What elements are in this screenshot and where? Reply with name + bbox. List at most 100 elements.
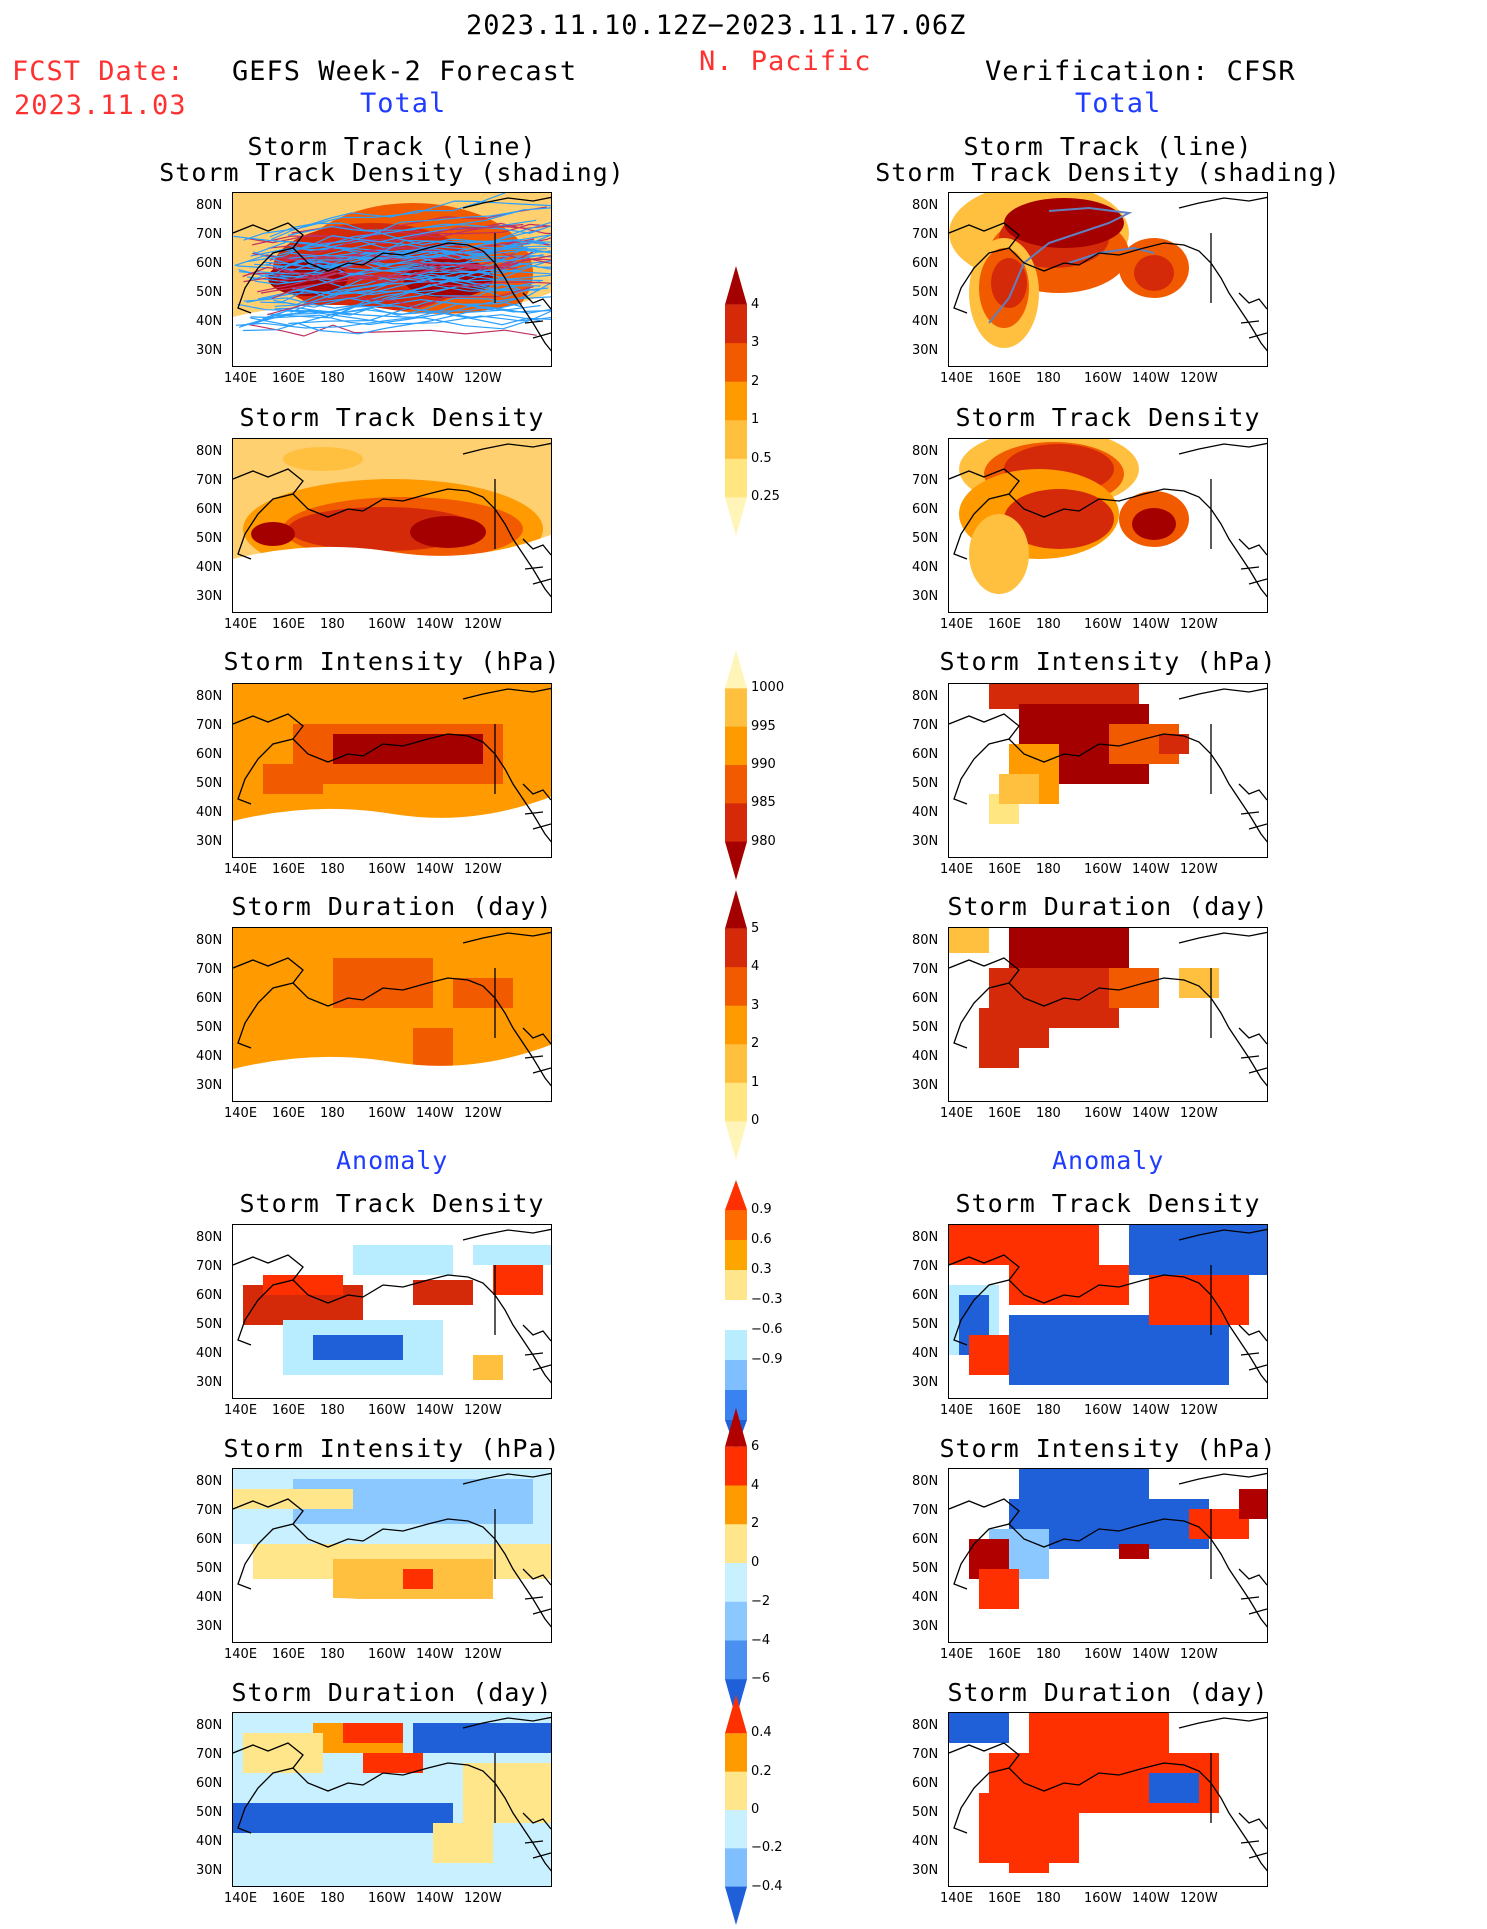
lat-tick-label: 30N	[196, 589, 223, 604]
lon-tick-label: 160W	[1084, 1647, 1122, 1662]
lon-tick-label: 160W	[1084, 1106, 1122, 1121]
lon-tick-label: 180	[320, 1106, 345, 1121]
lat-tick-label: 40N	[912, 1834, 939, 1849]
lon-tick-label: 140E	[940, 1647, 974, 1662]
lon-tick-label: 140W	[1132, 1891, 1170, 1906]
anomaly-left-label: Anomaly	[336, 1146, 449, 1175]
left-duration-anomaly-map	[232, 1712, 552, 1887]
lat-tick-label: 70N	[912, 718, 939, 733]
lat-tick-label: 50N	[196, 1561, 223, 1576]
lat-tick-label: 50N	[912, 285, 939, 300]
lon-tick-label: 160W	[368, 1106, 406, 1121]
colorbar-tick-label: 2	[751, 1036, 760, 1052]
lon-tick-label: 160E	[988, 371, 1022, 386]
lat-tick-label: 40N	[196, 1346, 223, 1361]
lat-tick-label: 80N	[196, 444, 223, 459]
lon-tick-label: 160E	[988, 1647, 1022, 1662]
lat-tick-label: 60N	[912, 1288, 939, 1303]
lon-tick-label: 180	[1036, 371, 1061, 386]
left-intensity-anomaly-map	[232, 1468, 552, 1643]
lat-tick-label: 40N	[196, 1590, 223, 1605]
lat-tick-label: 80N	[912, 1230, 939, 1245]
lat-tick-label: 30N	[196, 834, 223, 849]
colorbar-tick-label: 2	[751, 373, 760, 389]
colorbar-tick-label: 4	[751, 1477, 760, 1493]
lon-tick-label: 120W	[464, 1106, 502, 1121]
lat-tick-label: 70N	[912, 1259, 939, 1274]
lon-tick-label: 140E	[224, 1106, 258, 1121]
lon-tick-label: 120W	[1180, 1106, 1218, 1121]
lat-tick-label: 50N	[912, 776, 939, 791]
left-storm-track-map	[232, 192, 552, 367]
lon-tick-label: 140E	[940, 1403, 974, 1418]
right-storm-track-map	[948, 192, 1268, 367]
lat-tick-label: 60N	[196, 1532, 223, 1547]
colorbar-tick-label: −4	[751, 1632, 771, 1648]
lat-tick-label: 70N	[196, 1259, 223, 1274]
lat-tick-label: 70N	[196, 1747, 223, 1762]
colorbar-tick-label: 0.6	[751, 1232, 772, 1247]
lon-tick-label: 160W	[368, 1891, 406, 1906]
lon-tick-label: 160W	[1084, 862, 1122, 877]
lon-tick-label: 160E	[272, 617, 306, 632]
lon-tick-label: 140W	[416, 862, 454, 877]
lat-tick-label: 80N	[912, 933, 939, 948]
lon-tick-label: 140W	[416, 1891, 454, 1906]
lat-tick-label: 50N	[912, 1317, 939, 1332]
lat-tick-label: 80N	[912, 1718, 939, 1733]
left-density-title: Storm Track Density	[239, 403, 545, 432]
lat-tick-label: 30N	[196, 343, 223, 358]
lat-tick-label: 70N	[912, 473, 939, 488]
anomaly-right-label: Anomaly	[1052, 1146, 1165, 1175]
right-density-anomaly-map	[948, 1224, 1268, 1399]
lon-tick-label: 160E	[988, 1106, 1022, 1121]
lat-tick-label: 60N	[912, 747, 939, 762]
lon-tick-label: 120W	[464, 1403, 502, 1418]
lat-tick-label: 40N	[912, 314, 939, 329]
lat-tick-label: 40N	[912, 1346, 939, 1361]
lat-tick-label: 70N	[912, 1503, 939, 1518]
lon-tick-label: 160W	[368, 617, 406, 632]
left-storm-track-density-map	[232, 438, 552, 613]
lon-tick-label: 160W	[368, 1403, 406, 1418]
lat-tick-label: 60N	[196, 991, 223, 1006]
right-density-anom-title: Storm Track Density	[955, 1189, 1261, 1218]
lat-tick-label: 80N	[196, 933, 223, 948]
lat-tick-label: 30N	[912, 343, 939, 358]
lon-tick-label: 160E	[272, 862, 306, 877]
right-duration-anomaly-map	[948, 1712, 1268, 1887]
lat-tick-label: 60N	[196, 502, 223, 517]
lon-tick-label: 160W	[1084, 617, 1122, 632]
lon-tick-label: 160E	[988, 1403, 1022, 1418]
lon-tick-label: 140W	[416, 371, 454, 386]
lon-tick-label: 140W	[1132, 1106, 1170, 1121]
lon-tick-label: 180	[1036, 1106, 1061, 1121]
lon-tick-label: 160E	[272, 371, 306, 386]
lon-tick-label: 160W	[368, 1647, 406, 1662]
colorbar-tick-label: −0.9	[751, 1352, 783, 1367]
right-storm-intensity-map	[948, 683, 1268, 858]
colorbar-tick-label: 1	[751, 412, 760, 428]
lat-tick-label: 70N	[196, 718, 223, 733]
colorbar-tick-label: 1000	[751, 680, 785, 696]
lon-tick-label: 160E	[988, 1891, 1022, 1906]
total-right-label: Total	[1075, 88, 1162, 119]
lat-tick-label: 80N	[196, 1230, 223, 1245]
colorbar-tick-label: 0.4	[751, 1725, 772, 1741]
lat-tick-label: 40N	[196, 1049, 223, 1064]
lon-tick-label: 140E	[224, 1891, 258, 1906]
colorbar-tick-label: 0	[751, 1113, 760, 1129]
duration-total-colorbar	[725, 890, 747, 1164]
lon-tick-label: 140W	[416, 1106, 454, 1121]
lat-tick-label: 70N	[196, 473, 223, 488]
lat-tick-label: 70N	[196, 1503, 223, 1518]
right-duration-anom-title: Storm Duration (day)	[947, 1678, 1269, 1707]
lat-tick-label: 80N	[196, 198, 223, 213]
lon-tick-label: 160E	[988, 617, 1022, 632]
colorbar-tick-label: 985	[751, 795, 776, 811]
lon-tick-label: 120W	[464, 1647, 502, 1662]
colorbar-tick-label: 0.25	[751, 489, 780, 505]
lat-tick-label: 70N	[196, 962, 223, 977]
lat-tick-label: 40N	[196, 805, 223, 820]
colorbar-tick-label: 990	[751, 757, 776, 772]
